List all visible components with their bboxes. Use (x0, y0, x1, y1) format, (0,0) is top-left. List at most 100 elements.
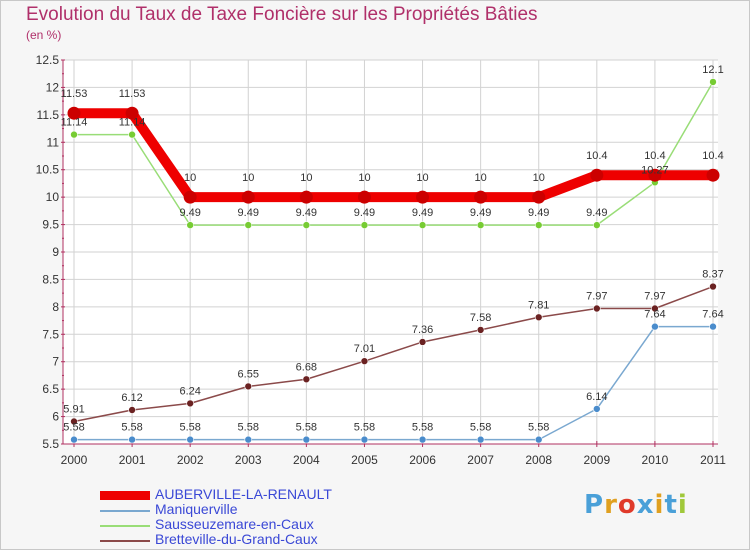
data-point-1 (418, 435, 427, 444)
data-label-0: 10.4 (702, 150, 723, 162)
y-tick-label: 11 (47, 135, 60, 149)
x-tick-label: 2003 (235, 453, 262, 467)
y-tick-label: 8 (52, 300, 59, 314)
data-label-2: 9.49 (470, 207, 491, 219)
data-point-0 (590, 168, 604, 182)
data-label-0: 10 (358, 172, 370, 184)
chart-subtitle: (en %) (26, 28, 62, 42)
data-label-0: 10.4 (644, 150, 665, 162)
data-point-3 (651, 304, 659, 313)
data-label-3: 6.24 (179, 385, 200, 397)
data-point-1 (476, 435, 485, 444)
data-label-2: 9.49 (412, 207, 433, 219)
data-point-0 (648, 168, 662, 182)
data-label-2: 9.49 (238, 207, 259, 219)
y-tick-label: 10.5 (36, 163, 60, 177)
y-tick-label: 11.5 (37, 108, 60, 122)
data-label-0: 10.4 (586, 150, 607, 162)
x-tick-label: 2000 (61, 453, 88, 467)
data-point-1 (70, 435, 78, 444)
data-label-2: 9.49 (586, 207, 607, 219)
data-label-3: 6.68 (296, 361, 317, 373)
data-label-1: 5.58 (179, 422, 200, 434)
legend-label-maniquerville: Maniquerville (155, 501, 238, 517)
data-label-3: 7.97 (586, 291, 607, 303)
data-point-2 (244, 221, 253, 229)
data-point-3 (709, 282, 717, 291)
data-point-0 (183, 190, 197, 204)
data-label-0: 10 (475, 172, 487, 184)
data-label-0: 10 (242, 172, 254, 184)
data-label-0: 10 (300, 172, 312, 184)
data-label-3: 5.91 (63, 404, 84, 416)
data-label-0: 10 (184, 172, 196, 184)
data-point-0 (241, 190, 255, 204)
legend-label-sausseuzemare: Sausseuzemare-en-Caux (155, 516, 314, 532)
series-line-2 (74, 81, 714, 226)
data-point-2 (418, 221, 427, 229)
data-label-2: 9.49 (528, 207, 549, 219)
data-point-2 (186, 221, 194, 229)
data-point-0 (67, 106, 81, 120)
data-label-2: 9.49 (296, 207, 317, 219)
data-point-2 (709, 78, 717, 86)
data-label-3: 7.58 (470, 312, 491, 324)
data-point-3 (70, 417, 78, 426)
data-point-2 (302, 221, 311, 229)
data-label-2: 12.1 (702, 64, 723, 76)
data-point-3 (302, 375, 311, 384)
data-point-2 (128, 130, 136, 139)
data-label-0: 10 (533, 172, 545, 184)
data-point-0 (706, 168, 720, 182)
data-point-1 (709, 322, 717, 331)
series-line-0 (74, 108, 713, 203)
data-point-3 (593, 304, 601, 313)
data-label-1: 5.58 (121, 422, 142, 434)
data-point-3 (128, 406, 136, 414)
data-point-2 (70, 130, 78, 139)
legend-label-bretteville: Bretteville-du-Grand-Caux (155, 531, 318, 547)
x-tick-label: 2004 (293, 453, 320, 467)
data-point-2 (593, 221, 601, 229)
y-tick-label: 7.5 (42, 327, 59, 341)
data-point-2 (476, 221, 485, 229)
legend-swatch-auberville (100, 491, 150, 500)
y-tick-label: 10 (46, 190, 60, 204)
data-point-1 (651, 322, 659, 331)
x-tick-label: 2006 (409, 453, 436, 467)
data-point-2 (360, 221, 369, 229)
y-tick-label: 12.5 (36, 53, 60, 67)
data-point-1 (534, 435, 543, 444)
data-label-0: 11.53 (61, 88, 88, 100)
legend-swatch-bretteville (100, 540, 150, 542)
data-point-3 (534, 313, 543, 322)
y-tick-label: 7 (52, 355, 59, 369)
data-point-0 (532, 190, 546, 204)
data-label-1: 7.64 (702, 309, 723, 321)
data-label-2: 10.27 (641, 164, 669, 176)
data-point-1 (186, 435, 194, 444)
data-point-0 (299, 190, 313, 204)
data-label-2: 9.49 (354, 207, 375, 219)
legend-swatch-maniquerville (100, 510, 150, 512)
x-tick-label: 2005 (351, 453, 378, 467)
data-label-1: 5.58 (63, 422, 84, 434)
data-point-1 (128, 435, 136, 444)
data-point-1 (360, 435, 369, 444)
y-tick-label: 12 (46, 80, 60, 94)
data-label-3: 7.97 (644, 291, 665, 303)
data-label-1: 5.58 (238, 422, 259, 434)
data-label-3: 6.12 (121, 392, 142, 404)
data-point-3 (186, 399, 194, 408)
data-point-1 (244, 435, 253, 444)
x-tick-label: 2009 (583, 453, 610, 467)
y-tick-label: 9 (52, 245, 59, 259)
data-label-3: 8.37 (702, 269, 723, 281)
x-tick-label: 2011 (700, 453, 726, 467)
y-tick-label: 8.5 (42, 272, 59, 286)
data-point-2 (534, 221, 543, 229)
data-label-3: 7.81 (528, 299, 549, 311)
x-tick-label: 2010 (642, 453, 669, 467)
data-label-1: 5.58 (354, 422, 375, 434)
